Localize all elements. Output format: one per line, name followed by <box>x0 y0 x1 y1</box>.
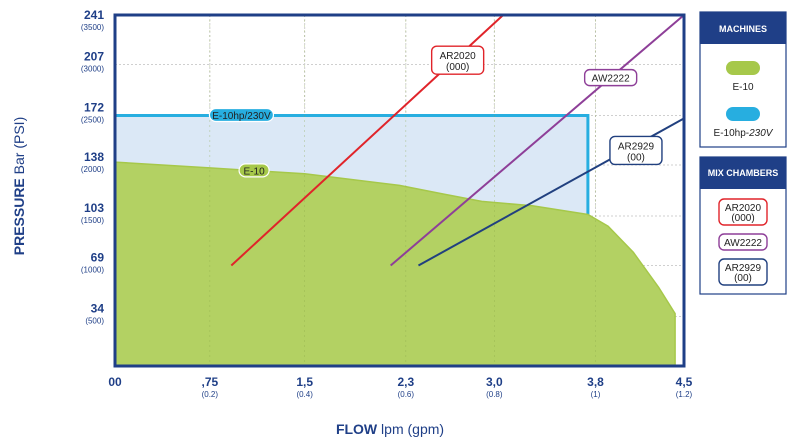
chamber-label-name: AR2929 <box>618 141 655 152</box>
y-tick-label: 207 <box>84 50 104 64</box>
legend-mix-header <box>700 157 786 189</box>
x-axis-title-rest: lpm (gpm) <box>377 421 444 437</box>
y-tick-label: 69 <box>91 251 105 265</box>
x-tick-label: 3,0 <box>486 375 503 389</box>
y-axis-title-bold: PRESSURE <box>11 178 27 255</box>
y-tick-label: 241 <box>84 8 104 22</box>
chamber-label-box <box>609 135 663 166</box>
y-tick-sublabel: (1000) <box>81 266 104 275</box>
x-axis-title-bold: FLOW <box>336 421 378 437</box>
series-label-pill <box>208 107 275 123</box>
y-axis-title-rest: Bar (PSI) <box>11 117 27 178</box>
legend-chamber-code: (00) <box>734 273 752 284</box>
y-tick-label: 34 <box>91 301 105 315</box>
y-tick-sublabel: (2500) <box>81 115 104 124</box>
legend-mix-title: MIX CHAMBERS <box>708 168 779 178</box>
chamber-label-ar2929: AR2929(00) <box>609 135 663 166</box>
y-tick-sublabel: (3500) <box>81 23 104 32</box>
legend-chamber-name: AR2929 <box>725 263 762 274</box>
legend-chamber-name: AW2222 <box>724 238 762 249</box>
plot-area: E-10hp/230VE-10AR2020(000)AW2222AR2929(0… <box>114 14 685 366</box>
legend-chamber-box-aw2222 <box>718 233 768 251</box>
area-e-10 <box>115 162 676 366</box>
y-tick-label: 172 <box>84 100 104 114</box>
series-label-text: E-10 <box>244 166 266 177</box>
chamber-label-name: AW2222 <box>592 74 630 85</box>
legend-mix-chambers: MIX CHAMBERS AR2020(000) AW2222 AR2929(00) <box>699 156 787 295</box>
legend-swatch-e-10hp- <box>726 107 760 121</box>
legend-machine-label: E-10hp-230V <box>714 128 774 139</box>
x-tick-label: 3,8 <box>587 375 604 389</box>
axes: 00 ,75(0.2) 1,5(0.4) 2,3(0.6) 3,0(0.8) 3,8(1)… <box>81 8 693 399</box>
legend-chamber-name: AR2020 <box>725 203 762 214</box>
x-tick-label: ,75 <box>201 375 218 389</box>
x-tick-sublabel: (0.4) <box>296 390 313 399</box>
chamber-label-code: (00) <box>627 152 645 163</box>
x-tick-label: 1,5 <box>296 375 313 389</box>
chamber-label-ar2020: AR2020(000) <box>430 45 485 75</box>
x-axis-title: FLOW lpm (gpm) <box>336 421 444 437</box>
y-tick-sublabel: (500) <box>85 316 104 325</box>
x-tick-sublabel: (0.8) <box>486 390 503 399</box>
y-axis-title: PRESSURE Bar (PSI) <box>11 117 27 256</box>
x-tick-sublabel: (1.2) <box>676 390 693 399</box>
series-label-e-10: E-10 <box>238 163 270 178</box>
plot-frame <box>113 13 686 368</box>
series-label-e-10hp-: E-10hp/230V <box>208 107 275 123</box>
x-tick-sublabel: (1) <box>591 390 601 399</box>
legend-machines: MACHINES E-10 E-10hp-230V <box>699 11 787 148</box>
chamber-label-box <box>430 45 485 75</box>
legend-chamber-code: (000) <box>731 213 754 224</box>
chamber-label-code: (000) <box>446 62 469 73</box>
chamber-label-aw2222: AW2222 <box>583 68 638 87</box>
legend-machine-label-main: E-10hp- <box>714 128 750 139</box>
line-aw2222 <box>389 14 685 267</box>
legend-swatch-e-10 <box>726 61 760 75</box>
y-tick-sublabel: (2000) <box>81 165 104 174</box>
x-tick-label: 00 <box>108 375 122 389</box>
x-tick-sublabel: (0.6) <box>398 390 415 399</box>
legend-chamber-box-ar2020 <box>718 198 768 226</box>
legend-machine-label-italic: 230V <box>748 128 774 139</box>
legend-machine-label-main: E-10 <box>732 82 754 93</box>
y-tick-sublabel: (1500) <box>81 216 104 225</box>
legend-machine-label: E-10 <box>732 82 754 93</box>
x-tick-label: 4,5 <box>676 375 693 389</box>
area-outline <box>114 161 676 366</box>
legend-chamber-box-ar2929 <box>718 258 768 286</box>
chamber-label-name: AR2020 <box>440 51 477 62</box>
legend-machines-header <box>700 12 786 44</box>
x-tick-label: 2,3 <box>397 375 414 389</box>
x-tick-sublabel: (0.2) <box>202 390 219 399</box>
legend-machines-title: MACHINES <box>719 24 767 34</box>
series-label-text: E-10hp/230V <box>212 111 271 122</box>
y-tick-label: 103 <box>84 201 104 215</box>
y-tick-sublabel: (3000) <box>81 65 104 74</box>
y-tick-label: 138 <box>84 150 104 164</box>
series-label-pill <box>238 163 270 178</box>
chamber-label-box <box>583 68 638 87</box>
